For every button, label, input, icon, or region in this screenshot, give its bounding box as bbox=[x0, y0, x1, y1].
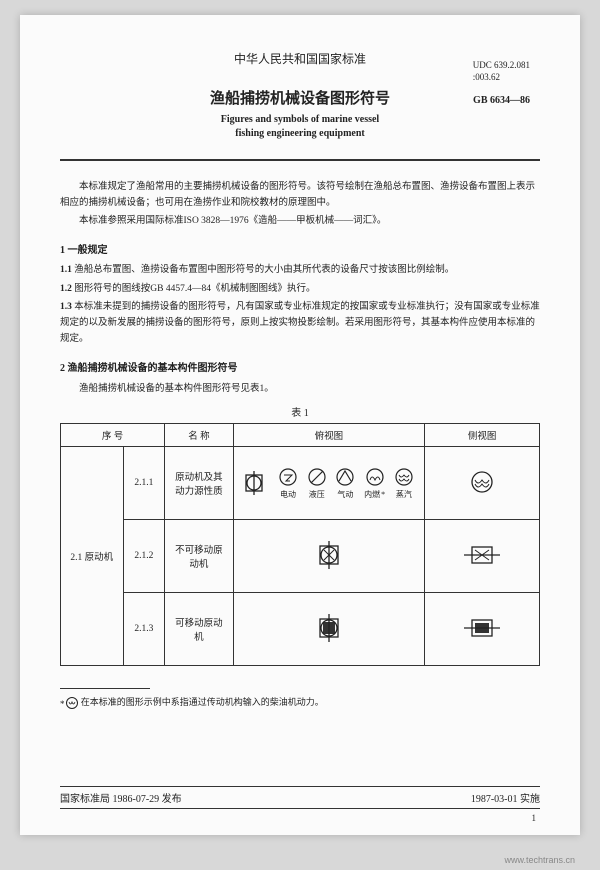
footnote-marker: * bbox=[381, 490, 385, 499]
section-2-heading: 2 渔船捕捞机械设备的基本构件图形符号 bbox=[60, 359, 540, 374]
side-view-cell bbox=[425, 447, 540, 520]
icon-label: 气动 bbox=[337, 489, 353, 500]
clause-num: 1.3 bbox=[60, 302, 72, 312]
clause-text: 图形符号的图线按GB 4457.4—84《机械制图图线》执行。 bbox=[74, 284, 315, 294]
th-side: 侧视图 bbox=[425, 424, 540, 447]
icon-label: 液压 bbox=[309, 489, 325, 500]
footnote-text: 在本标准的图形示例中系指通过传动机构输入的柴油机动力。 bbox=[81, 697, 324, 707]
clause-num: 1.1 bbox=[60, 265, 72, 275]
clause-text: 本标准未提到的捕捞设备的图形符号，凡有国家或专业标准规定的按国家或专业标准执行；… bbox=[60, 302, 540, 344]
national-standard-label: 中华人民共和国国家标准 bbox=[60, 50, 540, 67]
movable-mover-side-icon bbox=[460, 614, 504, 642]
effective-date: 1987-03-01 实施 bbox=[471, 790, 540, 805]
icon-label: 电动 bbox=[280, 489, 296, 500]
clause-1-2: 1.2 图形符号的图线按GB 4457.4—84《机械制图图线》执行。 bbox=[60, 281, 540, 297]
th-seq: 序 号 bbox=[61, 424, 165, 447]
top-view-cell: 电动 液压 气动 内燃* 蒸汽 bbox=[233, 447, 425, 520]
footnote: * 在本标准的图形示例中系指通过传动机构输入的柴油机动力。 bbox=[60, 684, 540, 710]
icon-label: 内燃 bbox=[364, 489, 380, 500]
title-chinese: 渔船捕捞机械设备图形符号 bbox=[60, 87, 540, 108]
movable-mover-top-icon bbox=[312, 611, 346, 645]
document-page: UDC 639.2.081 :003.62 GB 6634—86 中华人民共和国… bbox=[20, 15, 580, 835]
title-english-1: Figures and symbols of marine vessel bbox=[60, 114, 540, 125]
fixed-mover-top-icon bbox=[312, 538, 346, 572]
row-name: 原动机及其动力源性质 bbox=[165, 447, 233, 520]
side-symbol-icon bbox=[465, 469, 499, 495]
footnote-marker-icon: * bbox=[60, 696, 79, 710]
icon-label: 蒸汽 bbox=[396, 489, 412, 500]
top-view-cell bbox=[233, 593, 425, 666]
page-footer: 国家标准局 1986-07-29 发布 1987-03-01 实施 bbox=[60, 786, 540, 809]
publish-date: 国家标准局 1986-07-29 发布 bbox=[60, 790, 182, 805]
row-num: 2.1.2 bbox=[123, 520, 165, 593]
intro-para-1: 本标准规定了渔船常用的主要捕捞机械设备的图形符号。该符号绘制在渔船总布置图、渔捞… bbox=[60, 179, 540, 211]
icon-pneumatic: 气动 bbox=[335, 467, 355, 500]
table-header-row: 序 号 名 称 俯视图 侧视图 bbox=[61, 424, 540, 447]
section-2-note: 渔船捕捞机械设备的基本构件图形符号见表1。 bbox=[60, 380, 540, 394]
footnote-rule bbox=[60, 688, 150, 689]
icon-electric: 电动 bbox=[278, 467, 298, 500]
group-cell: 2.1 原动机 bbox=[61, 447, 124, 666]
watermark: www.techtrans.cn bbox=[504, 855, 575, 865]
row-name: 不可移动原动机 bbox=[165, 520, 233, 593]
table-row: 2.1.2 不可移动原动机 bbox=[61, 520, 540, 593]
header-block: 中华人民共和国国家标准 渔船捕捞机械设备图形符号 Figures and sym… bbox=[60, 50, 540, 139]
row-num: 2.1.3 bbox=[123, 593, 165, 666]
gb-code: GB 6634—86 bbox=[473, 95, 530, 106]
intro-para-2: 本标准参照采用国际标准ISO 3828—1976《造船——甲板机械——词汇》。 bbox=[60, 213, 540, 229]
side-view-cell bbox=[425, 593, 540, 666]
th-top: 俯视图 bbox=[233, 424, 425, 447]
clause-num: 1.2 bbox=[60, 284, 72, 294]
page-number: 1 bbox=[532, 813, 537, 823]
table-row: 2.1 原动机 2.1.1 原动机及其动力源性质 电动 液压 气动 内燃* 蒸汽 bbox=[61, 447, 540, 520]
th-name: 名 称 bbox=[165, 424, 233, 447]
row-name: 可移动原动机 bbox=[165, 593, 233, 666]
row-num: 2.1.1 bbox=[123, 447, 165, 520]
udc-label: UDC bbox=[473, 60, 492, 70]
top-view-cell bbox=[233, 520, 425, 593]
prime-mover-icon bbox=[240, 469, 268, 497]
udc-block: UDC 639.2.081 :003.62 bbox=[473, 60, 530, 83]
section-1-heading: 1 一般规定 bbox=[60, 241, 540, 256]
side-view-cell bbox=[425, 520, 540, 593]
icon-hydraulic: 液压 bbox=[307, 467, 327, 500]
clause-1-3: 1.3 本标准未提到的捕捞设备的图形符号，凡有国家或专业标准规定的按国家或专业标… bbox=[60, 299, 540, 347]
icon-steam: 蒸汽 bbox=[394, 467, 414, 500]
icon-combustion: 内燃* bbox=[364, 467, 385, 500]
divider-thick bbox=[60, 159, 540, 161]
symbols-table: 序 号 名 称 俯视图 侧视图 2.1 原动机 2.1.1 原动机及其动力源性质… bbox=[60, 423, 540, 666]
title-english-2: fishing engineering equipment bbox=[60, 128, 540, 139]
clause-text: 渔船总布置图、渔捞设备布置图中图形符号的大小由其所代表的设备尺寸按该图比例绘制。 bbox=[74, 265, 454, 275]
table-caption: 表 1 bbox=[60, 404, 540, 419]
fixed-mover-side-icon bbox=[460, 541, 504, 569]
table-row: 2.1.3 可移动原动机 bbox=[61, 593, 540, 666]
clause-1-1: 1.1 渔船总布置图、渔捞设备布置图中图形符号的大小由其所代表的设备尺寸按该图比… bbox=[60, 262, 540, 278]
